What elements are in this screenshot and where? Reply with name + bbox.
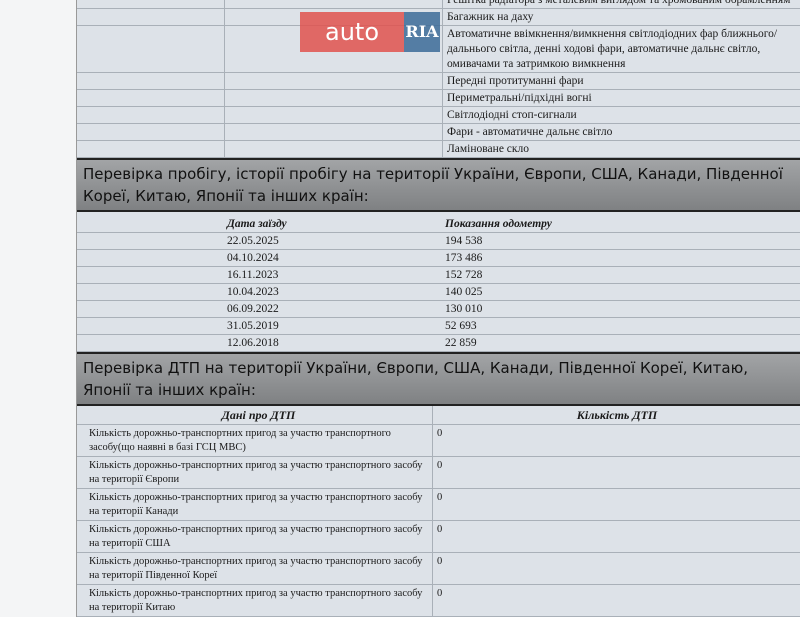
mileage-date: 22.05.2025 (227, 235, 279, 247)
mileage-value: 152 728 (445, 269, 483, 281)
accident-section-title: Перевірка ДТП на території України, Євро… (77, 352, 800, 406)
accident-row: Кількість дорожньо-транспортних пригод з… (77, 553, 800, 585)
accident-count: 0 (437, 492, 443, 503)
mileage-section-title: Перевірка пробігу, історії пробігу на те… (77, 158, 800, 212)
mileage-date: 12.06.2018 (227, 337, 279, 349)
feature-row: Автоматичне ввімкнення/вимкнення світлод… (77, 26, 800, 73)
feature-text: Периметральні/підхідні вогні (447, 92, 592, 104)
mileage-value: 173 486 (445, 252, 483, 264)
mileage-row: 16.11.2023 152 728 (77, 267, 800, 284)
header-accident-data: Дані про ДТП (77, 406, 433, 424)
accident-header-row: Дані про ДТП Кількість ДТП (77, 406, 800, 425)
mileage-date: 10.04.2023 (227, 286, 279, 298)
mileage-row: 06.09.2022 130 010 (77, 301, 800, 318)
feature-text: Багажник на даху (447, 11, 534, 23)
mileage-value: 130 010 (445, 303, 483, 315)
mileage-date: 31.05.2019 (227, 320, 279, 332)
feature-text: Світлодіодні стоп-сигнали (447, 109, 577, 121)
header-date: Дата заїзду (227, 218, 287, 230)
accident-count: 0 (437, 524, 443, 535)
feature-row: Периметральні/підхідні вогні (77, 90, 800, 107)
mileage-date: 16.11.2023 (227, 269, 279, 281)
feature-row: Світлодіодні стоп-сигнали (77, 107, 800, 124)
accident-row: Кількість дорожньо-транспортних пригод з… (77, 489, 800, 521)
feature-row: Ламіноване скло (77, 141, 800, 158)
mileage-date: 06.09.2022 (227, 303, 279, 315)
mileage-date: 04.10.2024 (227, 252, 279, 264)
feature-row: Решітка радіатора з металевим виглядом т… (77, 0, 800, 9)
feature-text: Фари - автоматичне дальнє світло (447, 126, 613, 138)
document-page: Решітка радіатора з металевим виглядом т… (76, 0, 800, 617)
mileage-value: 140 025 (445, 286, 483, 298)
header-odometer: Показання одометру (445, 218, 552, 230)
mileage-header-row: Дата заїзду Показання одометру (77, 216, 800, 233)
feature-text: Решітка радіатора з металевим виглядом т… (447, 0, 791, 6)
mileage-value: 194 538 (445, 235, 483, 247)
accident-row: Кількість дорожньо-транспортних пригод з… (77, 457, 800, 489)
accident-count: 0 (437, 556, 443, 567)
mileage-value: 22 859 (445, 337, 477, 349)
accident-count: 0 (437, 460, 443, 471)
header-accident-count: Кількість ДТП (576, 408, 658, 422)
accident-count: 0 (437, 588, 443, 599)
feature-row: Передні протитуманні фари (77, 73, 800, 90)
watermark-logo-ria: RIA (404, 12, 440, 52)
accident-desc: Кількість дорожньо-транспортних пригод з… (77, 425, 433, 456)
mileage-row: 12.06.2018 22 859 (77, 335, 800, 352)
mileage-value: 52 693 (445, 320, 477, 332)
accident-row: Кількість дорожньо-транспортних пригод з… (77, 585, 800, 617)
accident-desc: Кількість дорожньо-транспортних пригод з… (77, 489, 433, 520)
feature-text: Автоматичне ввімкнення/вимкнення світлод… (447, 28, 778, 70)
watermark-logo-auto: auto (300, 12, 404, 52)
feature-text: Ламіноване скло (447, 143, 529, 155)
accident-desc: Кількість дорожньо-транспортних пригод з… (77, 585, 433, 616)
accident-count: 0 (437, 428, 443, 439)
mileage-row: 10.04.2023 140 025 (77, 284, 800, 301)
mileage-row: 31.05.2019 52 693 (77, 318, 800, 335)
accident-desc: Кількість дорожньо-транспортних пригод з… (77, 553, 433, 584)
mileage-row: 04.10.2024 173 486 (77, 250, 800, 267)
mileage-row: 22.05.2025 194 538 (77, 233, 800, 250)
accident-desc: Кількість дорожньо-транспортних пригод з… (77, 457, 433, 488)
feature-text: Передні протитуманні фари (447, 75, 584, 87)
accident-row: Кількість дорожньо-транспортних пригод з… (77, 521, 800, 553)
accident-desc: Кількість дорожньо-транспортних пригод з… (77, 521, 433, 552)
feature-row: Фари - автоматичне дальнє світло (77, 124, 800, 141)
accident-row: Кількість дорожньо-транспортних пригод з… (77, 425, 800, 457)
